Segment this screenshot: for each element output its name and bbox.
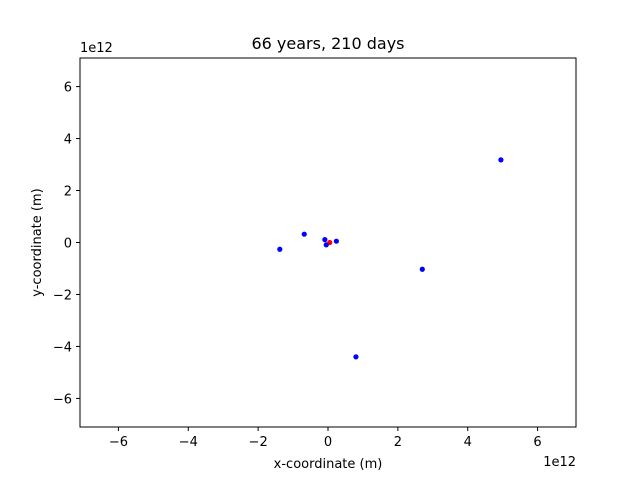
chart-title: 66 years, 210 days <box>251 34 404 53</box>
x-axis-label: x-coordinate (m) <box>274 457 383 472</box>
data-points <box>277 157 504 360</box>
y-tick-label: −6 <box>53 392 72 407</box>
data-point <box>498 157 504 163</box>
x-tick-label: −4 <box>179 435 198 450</box>
y-tick-label: 2 <box>64 185 72 200</box>
y-tick-label: −2 <box>53 288 72 303</box>
data-point <box>323 242 329 248</box>
x-tick-label: −6 <box>109 435 128 450</box>
y-tick-label: −4 <box>53 340 72 355</box>
y-offset-label: 1e12 <box>80 41 113 56</box>
y-tick-label: 4 <box>64 133 72 148</box>
data-point <box>353 354 359 360</box>
axis-ticks: −6 −4 −2 0 2 4 6 −6 −4 −2 0 2 4 6 <box>53 81 542 450</box>
data-point <box>301 231 307 237</box>
data-point <box>333 238 339 244</box>
y-tick-label: 0 <box>64 237 72 252</box>
data-point <box>322 237 328 243</box>
y-axis-label: y-coordinate (m) <box>30 188 45 296</box>
x-tick-label: 6 <box>533 435 541 450</box>
y-tick-label: 6 <box>64 81 72 96</box>
data-point <box>277 246 283 252</box>
x-offset-label: 1e12 <box>543 455 576 470</box>
x-tick-label: −2 <box>249 435 268 450</box>
x-tick-label: 4 <box>464 435 472 450</box>
data-point <box>419 266 425 272</box>
plot-area-frame <box>79 57 577 428</box>
x-tick-label: 2 <box>394 435 402 450</box>
x-tick-label: 0 <box>324 435 332 450</box>
